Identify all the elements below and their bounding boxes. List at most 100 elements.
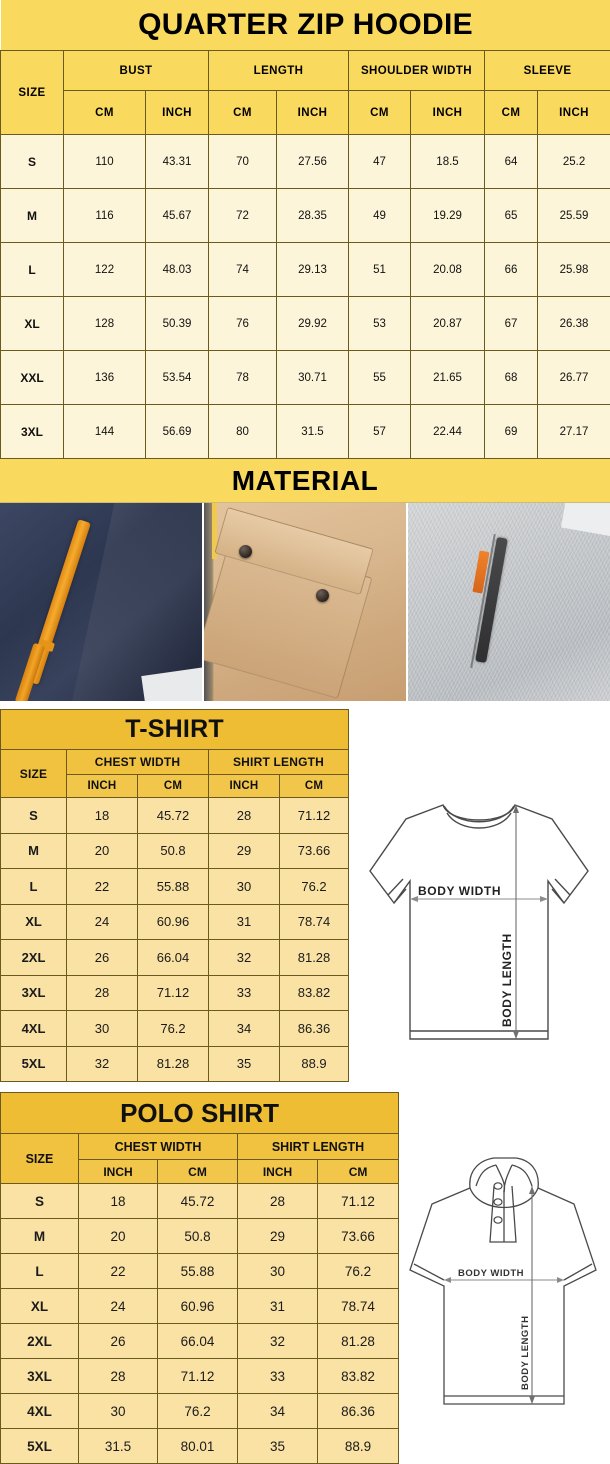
material-photo-strip: [0, 503, 610, 701]
tshirt-size-3xl: 3XL: [1, 975, 67, 1011]
cell-length-inch: 31.5: [277, 405, 349, 459]
polo-group-shirt-length: SHIRT LENGTH: [238, 1134, 399, 1160]
cell-chest-cm: 45.72: [158, 1184, 238, 1219]
table-row: S 18 45.72 28 71.12: [1, 798, 349, 834]
cell-bust-inch: 50.39: [146, 297, 209, 351]
cell-shoulder-cm: 51: [349, 243, 411, 297]
cell-chest-cm: 60.96: [158, 1289, 238, 1324]
table-row: M 116 45.67 72 28.35 49 19.29 65 25.59: [1, 189, 610, 243]
hoodie-table: QUARTER ZIP HOODIE SIZE BUST LENGTH SHOU…: [0, 0, 610, 459]
hoodie-size-xl: XL: [1, 297, 64, 351]
polo-size-header: SIZE: [1, 1134, 79, 1184]
cell-length-cm: 76.2: [280, 869, 349, 905]
hoodie-group-bust: BUST: [64, 51, 209, 91]
cell-chest-cm: 55.88: [158, 1254, 238, 1289]
polo-size-2xl: 2XL: [1, 1324, 79, 1359]
cell-length-inch: 29.13: [277, 243, 349, 297]
polo-size-4xl: 4XL: [1, 1394, 79, 1429]
polo-body-length-label: BODY LENGTH: [520, 1316, 531, 1390]
hoodie-size-chart: QUARTER ZIP HOODIE SIZE BUST LENGTH SHOU…: [0, 0, 610, 459]
polo-title: POLO SHIRT: [1, 1093, 399, 1134]
cell-length-cm: 76: [209, 297, 277, 351]
hoodie-unit-length-inch: INCH: [277, 91, 349, 135]
cell-bust-cm: 122: [64, 243, 146, 297]
cell-bust-cm: 116: [64, 189, 146, 243]
cell-bust-inch: 53.54: [146, 351, 209, 405]
material-band-title: MATERIAL: [0, 459, 610, 503]
cell-sleeve-cm: 67: [485, 297, 538, 351]
table-row: L 22 55.88 30 76.2: [1, 869, 349, 905]
polo-measurement-diagram: BODY WIDTH BODY LENGTH: [398, 1128, 610, 1428]
cell-shoulder-cm: 55: [349, 351, 411, 405]
cell-length-inch: 34: [238, 1394, 318, 1429]
cell-chest-inch: 24: [67, 904, 138, 940]
table-row: L 122 48.03 74 29.13 51 20.08 66 25.98: [1, 243, 610, 297]
cell-chest-inch: 20: [79, 1219, 158, 1254]
polo-title-row: POLO SHIRT: [1, 1093, 399, 1134]
cell-length-cm: 81.28: [280, 940, 349, 976]
hoodie-unit-shoulder-inch: INCH: [411, 91, 485, 135]
cell-length-cm: 72: [209, 189, 277, 243]
cell-length-inch: 33: [209, 975, 280, 1011]
cell-chest-inch: 28: [79, 1359, 158, 1394]
tshirt-diagram-area: BODY WIDTH BODY LENGTH: [348, 709, 610, 1061]
cell-length-inch: 28.35: [277, 189, 349, 243]
table-row: L 22 55.88 30 76.2: [1, 1254, 399, 1289]
cell-length-cm: 86.36: [318, 1394, 399, 1429]
tshirt-group-shirt-length: SHIRT LENGTH: [209, 750, 349, 775]
polo-group-header-row: SIZE CHEST WIDTH SHIRT LENGTH: [1, 1134, 399, 1160]
table-row: M 20 50.8 29 73.66: [1, 833, 349, 869]
hoodie-unit-sleeve-cm: CM: [485, 91, 538, 135]
table-row: 5XL 32 81.28 35 88.9: [1, 1046, 349, 1082]
hoodie-group-sleeve: SLEEVE: [485, 51, 610, 91]
tshirt-unit-chest-inch: INCH: [67, 775, 138, 798]
cell-shoulder-inch: 19.29: [411, 189, 485, 243]
table-row: 3XL 28 71.12 33 83.82: [1, 1359, 399, 1394]
cell-chest-inch: 28: [67, 975, 138, 1011]
hoodie-group-header-row: SIZE BUST LENGTH SHOULDER WIDTH SLEEVE: [1, 51, 610, 91]
cell-sleeve-cm: 64: [485, 135, 538, 189]
cell-chest-cm: 71.12: [158, 1359, 238, 1394]
cell-sleeve-cm: 66: [485, 243, 538, 297]
polo-size-s: S: [1, 1184, 79, 1219]
cell-chest-inch: 26: [67, 940, 138, 976]
cell-sleeve-inch: 26.77: [538, 351, 610, 405]
hoodie-title: QUARTER ZIP HOODIE: [1, 0, 610, 51]
polo-size-l: L: [1, 1254, 79, 1289]
table-row: XL 128 50.39 76 29.92 53 20.87 67 26.38: [1, 297, 610, 351]
polo-group-chest-width: CHEST WIDTH: [79, 1134, 238, 1160]
cell-length-inch: 34: [209, 1011, 280, 1047]
polo-table: POLO SHIRT SIZE CHEST WIDTH SHIRT LENGTH…: [0, 1092, 399, 1464]
cell-length-inch: 31: [209, 904, 280, 940]
polo-size-5xl: 5XL: [1, 1429, 79, 1464]
cell-length-cm: 70: [209, 135, 277, 189]
cell-chest-cm: 76.2: [138, 1011, 209, 1047]
cell-chest-cm: 60.96: [138, 904, 209, 940]
hoodie-unit-sleeve-inch: INCH: [538, 91, 610, 135]
cell-length-cm: 81.28: [318, 1324, 399, 1359]
hoodie-size-l: L: [1, 243, 64, 297]
tshirt-size-header: SIZE: [1, 750, 67, 798]
cell-shoulder-inch: 18.5: [411, 135, 485, 189]
cell-length-inch: 29.92: [277, 297, 349, 351]
hoodie-unit-shoulder-cm: CM: [349, 91, 411, 135]
tshirt-unit-chest-cm: CM: [138, 775, 209, 798]
tshirt-unit-length-inch: INCH: [209, 775, 280, 798]
cell-sleeve-inch: 25.2: [538, 135, 610, 189]
polo-unit-chest-cm: CM: [158, 1160, 238, 1184]
table-row: 5XL 31.5 80.01 35 88.9: [1, 1429, 399, 1464]
cell-chest-cm: 76.2: [158, 1394, 238, 1429]
cell-chest-inch: 22: [79, 1254, 158, 1289]
cell-length-inch: 33: [238, 1359, 318, 1394]
cell-chest-cm: 71.12: [138, 975, 209, 1011]
cell-length-inch: 29: [209, 833, 280, 869]
hoodie-group-shoulder-width: SHOULDER WIDTH: [349, 51, 485, 91]
hoodie-unit-header-row: CM INCH CM INCH CM INCH CM INCH: [1, 91, 610, 135]
cell-chest-inch: 22: [67, 869, 138, 905]
cell-chest-inch: 20: [67, 833, 138, 869]
polo-size-3xl: 3XL: [1, 1359, 79, 1394]
cell-sleeve-inch: 26.38: [538, 297, 610, 351]
cell-chest-inch: 26: [79, 1324, 158, 1359]
polo-size-m: M: [1, 1219, 79, 1254]
cell-length-inch: 28: [238, 1184, 318, 1219]
